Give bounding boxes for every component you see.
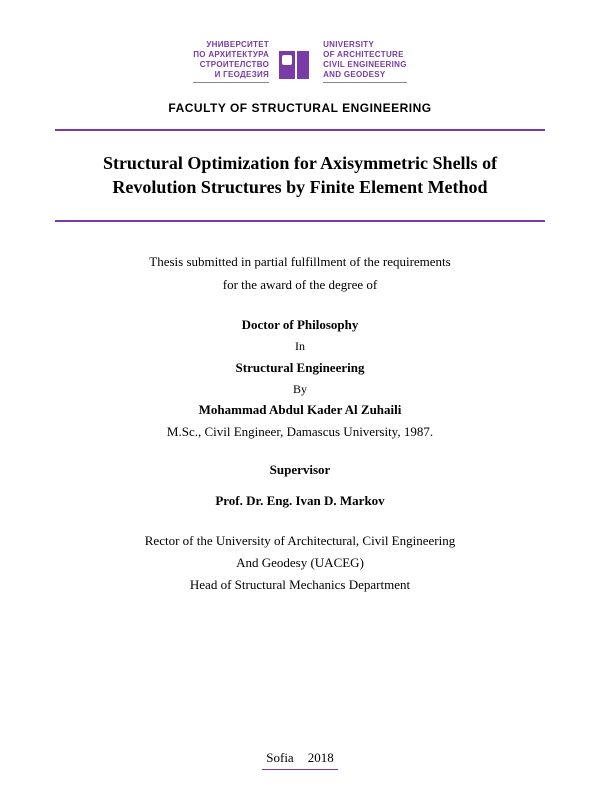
- logo-en-l2: OF ARCHITECTURE: [323, 50, 407, 60]
- supervisor-title-l1: Rector of the University of Architectura…: [55, 530, 545, 552]
- logo-left-rule: [193, 82, 269, 83]
- supervisor-title-l3: Head of Structural Mechanics Department: [55, 574, 545, 596]
- logo-bg-l2: ПО АРХИТЕКТУРА: [193, 50, 269, 60]
- author-credentials: M.Sc., Civil Engineer, Damascus Universi…: [55, 421, 545, 443]
- logo-text-bulgarian: УНИВЕРСИТЕТ ПО АРХИТЕКТУРА СТРОИТЕЛСТВО …: [193, 40, 269, 83]
- year: 2018: [308, 750, 334, 765]
- title-line-1: Structural Optimization for Axisymmetric…: [65, 151, 535, 175]
- author-name: Mohammad Abdul Kader Al Zuhaili: [55, 399, 545, 421]
- submission-text: Thesis submitted in partial fulfillment …: [55, 250, 545, 297]
- logo-en-l1: UNIVERSITY: [323, 40, 407, 50]
- thesis-title: Structural Optimization for Axisymmetric…: [55, 131, 545, 220]
- faculty-name: FACULTY OF STRUCTURAL ENGINEERING: [55, 101, 545, 115]
- field-name: Structural Engineering: [55, 357, 545, 379]
- place-year: Sofia 2018: [262, 750, 337, 770]
- logo-en-l3: CIVIL ENGINEERING: [323, 60, 407, 70]
- supervisor-name: Prof. Dr. Eng. Ivan D. Markov: [55, 490, 545, 512]
- supervisor-title-l2: And Geodesy (UACEG): [55, 552, 545, 574]
- title-line-2: Revolution Structures by Finite Element …: [65, 175, 535, 199]
- submission-l2: for the award of the degree of: [55, 273, 545, 296]
- logo-right-rule: [323, 82, 407, 83]
- degree-name: Doctor of Philosophy: [55, 314, 545, 336]
- university-logo-icon: [279, 45, 313, 79]
- footer: Sofia 2018: [55, 749, 545, 770]
- logo-bg-l3: СТРОИТЕЛСТВО: [193, 60, 269, 70]
- in-word: In: [55, 336, 545, 356]
- place: Sofia: [266, 750, 293, 765]
- divider-bottom: [55, 220, 545, 222]
- logo-bg-l1: УНИВЕРСИТЕТ: [193, 40, 269, 50]
- degree-block: Doctor of Philosophy In Structural Engin…: [55, 314, 545, 443]
- logo-en-l4: AND GEODESY: [323, 70, 407, 80]
- by-word: By: [55, 379, 545, 399]
- logo-text-english: UNIVERSITY OF ARCHITECTURE CIVIL ENGINEE…: [323, 40, 407, 83]
- supervisor-heading: Supervisor: [55, 462, 545, 478]
- logo-bg-l4: И ГЕОДЕЗИЯ: [193, 70, 269, 80]
- submission-l1: Thesis submitted in partial fulfillment …: [55, 250, 545, 273]
- supervisor-block: Prof. Dr. Eng. Ivan D. Markov Rector of …: [55, 490, 545, 596]
- university-logo-row: УНИВЕРСИТЕТ ПО АРХИТЕКТУРА СТРОИТЕЛСТВО …: [55, 40, 545, 83]
